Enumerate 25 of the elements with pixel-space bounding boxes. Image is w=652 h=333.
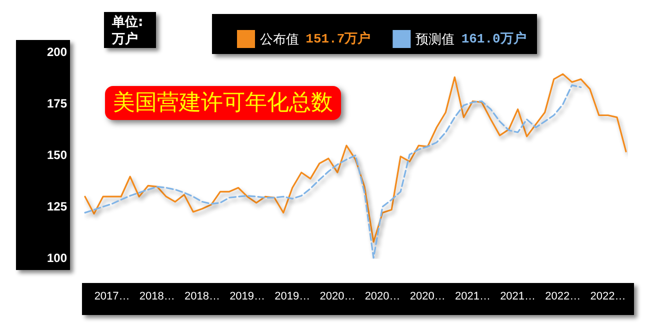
y-tick-label: 125 <box>46 200 68 214</box>
x-tick-label: 2019… <box>274 290 310 302</box>
x-tick-label: 2022… <box>590 290 626 302</box>
x-tick-label: 2017… <box>94 290 130 302</box>
x-tick-label: 2020… <box>364 290 400 302</box>
x-tick-label: 2020… <box>410 290 446 302</box>
line-series <box>84 84 582 259</box>
x-tick-label: 2021… <box>454 290 490 302</box>
legend-label: 预测值 <box>416 32 455 46</box>
text: 151.7万户 <box>306 30 371 46</box>
text: 161.0万户 <box>461 30 526 46</box>
legend-label: 公布值 <box>260 32 299 46</box>
y-tick-label: 150 <box>46 148 68 162</box>
line-series <box>84 73 627 243</box>
x-tick-label: 2018… <box>139 290 175 302</box>
y-tick-label: 200 <box>46 45 68 59</box>
x-tick-label: 2020… <box>320 290 356 302</box>
y-tick-label: 175 <box>46 96 68 110</box>
y-tick-label: 100 <box>46 251 68 265</box>
x-tick-label: 2018… <box>184 290 220 302</box>
y-axis-title: 单位:万户 <box>104 12 156 48</box>
text: 美国营建许可年化总数 <box>113 90 333 116</box>
x-tick-label: 2022… <box>545 290 581 302</box>
x-tick-label: 2021… <box>500 290 536 302</box>
x-tick-label: 2019… <box>230 290 266 302</box>
